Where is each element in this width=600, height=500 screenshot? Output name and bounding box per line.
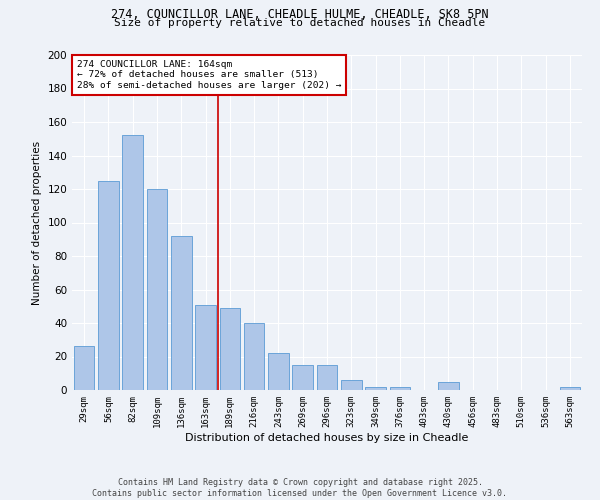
Bar	[317, 365, 337, 390]
Y-axis label: Number of detached properties: Number of detached properties	[32, 140, 42, 304]
Bar	[195, 304, 216, 390]
Bar	[341, 380, 362, 390]
Text: Size of property relative to detached houses in Cheadle: Size of property relative to detached ho…	[115, 18, 485, 28]
Bar	[292, 365, 313, 390]
Text: 274, COUNCILLOR LANE, CHEADLE HULME, CHEADLE, SK8 5PN: 274, COUNCILLOR LANE, CHEADLE HULME, CHE…	[111, 8, 489, 20]
Bar	[122, 136, 143, 390]
Text: Contains HM Land Registry data © Crown copyright and database right 2025.
Contai: Contains HM Land Registry data © Crown c…	[92, 478, 508, 498]
Bar	[244, 323, 265, 390]
Bar	[365, 386, 386, 390]
Text: 274 COUNCILLOR LANE: 164sqm
← 72% of detached houses are smaller (513)
28% of se: 274 COUNCILLOR LANE: 164sqm ← 72% of det…	[77, 60, 341, 90]
Bar	[438, 382, 459, 390]
Bar	[74, 346, 94, 390]
Bar	[268, 353, 289, 390]
Bar	[220, 308, 240, 390]
Bar	[146, 189, 167, 390]
Bar	[560, 386, 580, 390]
Bar	[389, 386, 410, 390]
Bar	[171, 236, 191, 390]
X-axis label: Distribution of detached houses by size in Cheadle: Distribution of detached houses by size …	[185, 432, 469, 442]
Bar	[98, 180, 119, 390]
